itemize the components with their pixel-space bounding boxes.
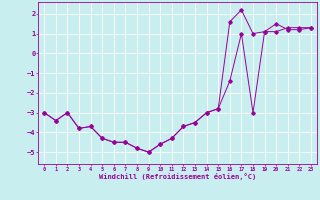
X-axis label: Windchill (Refroidissement éolien,°C): Windchill (Refroidissement éolien,°C) [99, 173, 256, 180]
